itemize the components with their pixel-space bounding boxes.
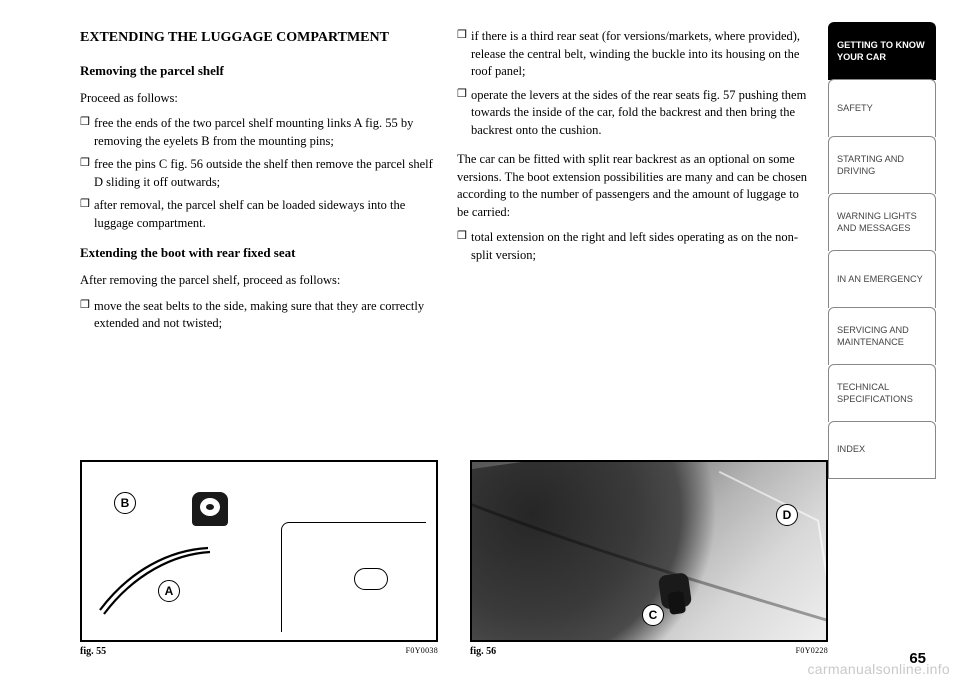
list-item: if there is a third rear seat (for versi…	[457, 28, 812, 81]
figure-55-image: B A	[80, 460, 438, 642]
right-column: if there is a third rear seat (for versi…	[457, 28, 812, 345]
left-column: EXTENDING THE LUGGAGE COMPARTMENT Removi…	[80, 28, 435, 345]
list-item: move the seat belts to the side, making …	[80, 298, 435, 333]
figure-55-caption: fig. 55 F0Y0038	[80, 646, 438, 657]
mounting-pin-icon	[658, 572, 692, 610]
tab-warning-lights[interactable]: WARNING LIGHTS AND MESSAGES	[828, 193, 936, 251]
figure-label: fig. 56	[470, 646, 496, 657]
slot-icon	[354, 568, 388, 590]
tab-index[interactable]: INDEX	[828, 421, 936, 479]
callout-badge-d: D	[776, 504, 798, 526]
procedure-list-3: if there is a third rear seat (for versi…	[457, 28, 812, 139]
tab-getting-to-know[interactable]: GETTING TO KNOW YOUR CAR	[828, 22, 936, 80]
figure-code: F0Y0038	[406, 646, 438, 657]
eyelet-icon	[192, 492, 228, 526]
tab-safety[interactable]: SAFETY	[828, 79, 936, 137]
tab-technical-specs[interactable]: TECHNICAL SPECIFICATIONS	[828, 364, 936, 422]
list-item: free the ends of the two parcel shelf mo…	[80, 115, 435, 150]
watermark-text: carmanualsonline.info	[808, 661, 951, 677]
figure-55-block: B A fig. 55 F0Y0038	[80, 460, 438, 657]
subsection-title-extending: Extending the boot with rear fixed seat	[80, 244, 435, 262]
procedure-list-1: free the ends of the two parcel shelf mo…	[80, 115, 435, 232]
figures-row: B A fig. 55 F0Y0038 D C fig. 56	[80, 460, 828, 657]
figure-56-block: D C fig. 56 F0Y0228	[470, 460, 828, 657]
subsection-title-removing: Removing the parcel shelf	[80, 62, 435, 80]
section-title: EXTENDING THE LUGGAGE COMPARTMENT	[80, 28, 435, 48]
callout-badge-b: B	[114, 492, 136, 514]
tab-emergency[interactable]: IN AN EMERGENCY	[828, 250, 936, 308]
section-tabs: GETTING TO KNOW YOUR CAR SAFETY STARTING…	[828, 22, 936, 478]
procedure-list-4: total extension on the right and left si…	[457, 229, 812, 264]
intro-paragraph: Proceed as follows:	[80, 90, 435, 108]
callout-badge-c: C	[642, 604, 664, 626]
list-item: total extension on the right and left si…	[457, 229, 812, 264]
list-item: free the pins C fig. 56 outside the shel…	[80, 156, 435, 191]
figure-code: F0Y0228	[796, 646, 828, 657]
tab-starting-driving[interactable]: STARTING AND DRIVING	[828, 136, 936, 194]
figure-56-caption: fig. 56 F0Y0228	[470, 646, 828, 657]
manual-page: EXTENDING THE LUGGAGE COMPARTMENT Removi…	[0, 0, 960, 679]
list-item: operate the levers at the sides of the r…	[457, 87, 812, 140]
callout-badge-a: A	[158, 580, 180, 602]
figure-label: fig. 55	[80, 646, 106, 657]
list-item: after removal, the parcel shelf can be l…	[80, 197, 435, 232]
intro-paragraph-2: After removing the parcel shelf, proceed…	[80, 272, 435, 290]
figure-56-image: D C	[470, 460, 828, 642]
tab-servicing[interactable]: SERVICING AND MAINTENANCE	[828, 307, 936, 365]
body-paragraph: The car can be fitted with split rear ba…	[457, 151, 812, 221]
procedure-list-2: move the seat belts to the side, making …	[80, 298, 435, 333]
